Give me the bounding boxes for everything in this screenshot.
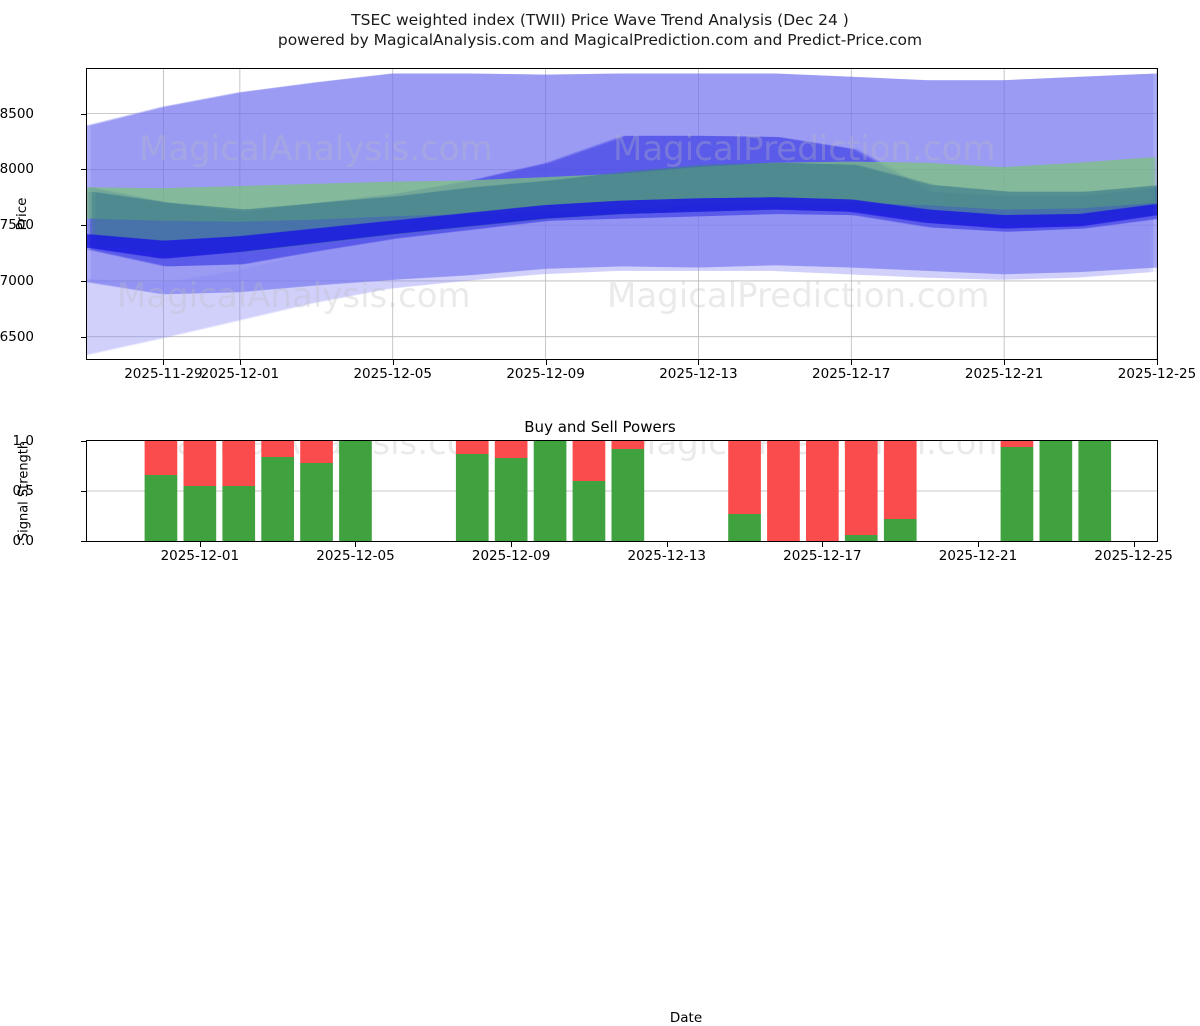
buy-power-bar[interactable] [611,449,645,541]
signal-y-tick-label: 0.5 [12,483,34,499]
buy-power-bar[interactable] [1078,441,1112,541]
price-x-tick-label: 2025-12-25 [1117,366,1197,382]
signal-x-tick-mark [978,542,980,547]
price-x-tick-label: 2025-12-01 [200,366,280,382]
sell-power-bar[interactable] [844,441,878,535]
price-x-tick-mark [698,360,700,365]
price-y-tick-mark [81,113,86,115]
price-x-tick-mark [239,360,241,365]
sell-power-bar[interactable] [767,441,800,541]
sell-power-bar[interactable] [144,441,178,475]
buy-power-bar[interactable] [222,486,256,541]
buy-power-bar[interactable] [533,441,567,541]
price-band-green-band [87,157,1155,222]
buy-power-bar[interactable] [144,475,178,541]
price-x-tick-mark [545,360,547,365]
signal-x-tick-label: 2025-12-13 [627,548,706,564]
price-y-tick-label: 27500 [0,217,34,234]
buy-power-bar[interactable] [883,519,917,541]
sell-power-bar[interactable] [1000,441,1034,447]
buy-power-bar[interactable] [455,454,489,541]
sell-power-bar[interactable] [494,441,528,458]
buy-sell-powers-chart: MagicalAnalysis.com MagicalPrediction.co… [17,440,1158,1026]
signal-plot-area: MagicalAnalysis.com MagicalPrediction.co… [86,440,1158,542]
signal-x-tick-mark [666,542,668,547]
price-x-tick-mark [163,360,165,365]
buy-power-bar[interactable] [1000,447,1034,541]
price-band-lower-pale-blue-band [87,202,1157,356]
buy-power-bar[interactable] [572,481,606,541]
signal-x-tick-mark [822,542,824,547]
price-band-dark-blue-core [90,197,1157,259]
sell-power-bar[interactable] [183,441,217,486]
price-x-tick-label: 2025-12-13 [659,366,738,382]
signal-x-tick-label: 2025-12-21 [938,548,1018,564]
signal-x-axis-label: Date [669,1010,703,1026]
price-x-tick-label: 2025-12-09 [506,366,585,382]
signal-chart-title: Buy and Sell Powers [524,418,676,436]
sell-power-bar[interactable] [728,441,761,514]
price-band-lower-pale-blue-band [87,202,1153,355]
price-band-green-band [88,157,1157,222]
signal-x-tick-mark [511,542,513,547]
price-x-tick-mark [392,360,394,365]
buy-power-bar[interactable] [844,535,878,541]
signal-y-tick-mark [81,441,86,442]
buy-power-bar[interactable] [339,441,372,541]
sell-power-bar[interactable] [883,441,917,519]
signal-bars-svg [87,441,1157,541]
price-x-tick-label: 2025-12-21 [964,366,1044,382]
chart-page: TSEC weighted index (TWII) Price Wave Tr… [0,10,1200,1026]
price-x-tick-mark [1004,360,1006,365]
sell-power-bar[interactable] [455,441,489,454]
signal-x-tick-mark [355,542,357,547]
signal-x-tick-mark [199,542,201,547]
sell-power-bar[interactable] [300,441,333,463]
chart-title-line-1: TSEC weighted index (TWII) Price Wave Tr… [351,11,849,29]
price-x-tick-label: 2025-12-17 [812,366,891,382]
price-x-tick-label: 2025-12-05 [353,366,432,382]
sell-power-bar[interactable] [806,441,839,541]
price-y-tick-mark [81,169,86,171]
chart-title-line-2: powered by MagicalAnalysis.com and Magic… [277,31,923,49]
price-y-tick-label: 26500 [0,328,34,345]
sell-power-bar[interactable] [611,441,645,449]
buy-power-bar[interactable] [261,457,294,541]
signal-x-tick-mark [1133,542,1135,547]
price-bands-svg [87,69,1157,359]
buy-power-bar[interactable] [183,486,217,541]
price-x-tick-mark [851,360,853,365]
price-y-tick-mark [81,336,86,338]
price-x-tick-label: 2025-11-29 [124,366,203,382]
buy-power-bar[interactable] [494,458,528,541]
signal-y-tick-mark [81,491,86,492]
price-wave-chart: MagicalAnalysis.com MagicalPrediction.co… [14,68,1158,474]
price-y-tick-label: 27000 [0,272,34,289]
price-x-tick-mark [1157,360,1158,365]
signal-x-tick-label: 2025-12-05 [316,548,395,564]
price-band-dark-blue-core [87,197,1157,259]
page-title: TSEC weighted index (TWII) Price Wave Tr… [0,10,1200,51]
signal-y-tick-label: 1.0 [12,433,34,449]
signal-x-tick-label: 2025-12-01 [160,548,240,564]
sell-power-bar[interactable] [222,441,256,486]
buy-power-bar[interactable] [300,463,333,541]
buy-power-bar[interactable] [728,514,761,541]
buy-power-bar[interactable] [1039,441,1073,541]
signal-x-tick-label: 2025-12-25 [1094,548,1173,564]
price-plot-area: MagicalAnalysis.com MagicalPrediction.co… [86,68,1158,360]
signal-y-tick-mark [81,541,86,542]
price-y-tick-mark [81,225,86,227]
signal-x-tick-label: 2025-12-09 [471,548,551,564]
sell-power-bar[interactable] [261,441,294,457]
sell-power-bar[interactable] [572,441,606,481]
price-y-tick-mark [81,280,86,282]
signal-x-tick-label: 2025-12-17 [783,548,862,564]
signal-y-tick-label: 0.0 [12,533,34,549]
price-y-tick-label: 28000 [0,161,34,178]
price-y-tick-label: 28500 [0,105,34,122]
